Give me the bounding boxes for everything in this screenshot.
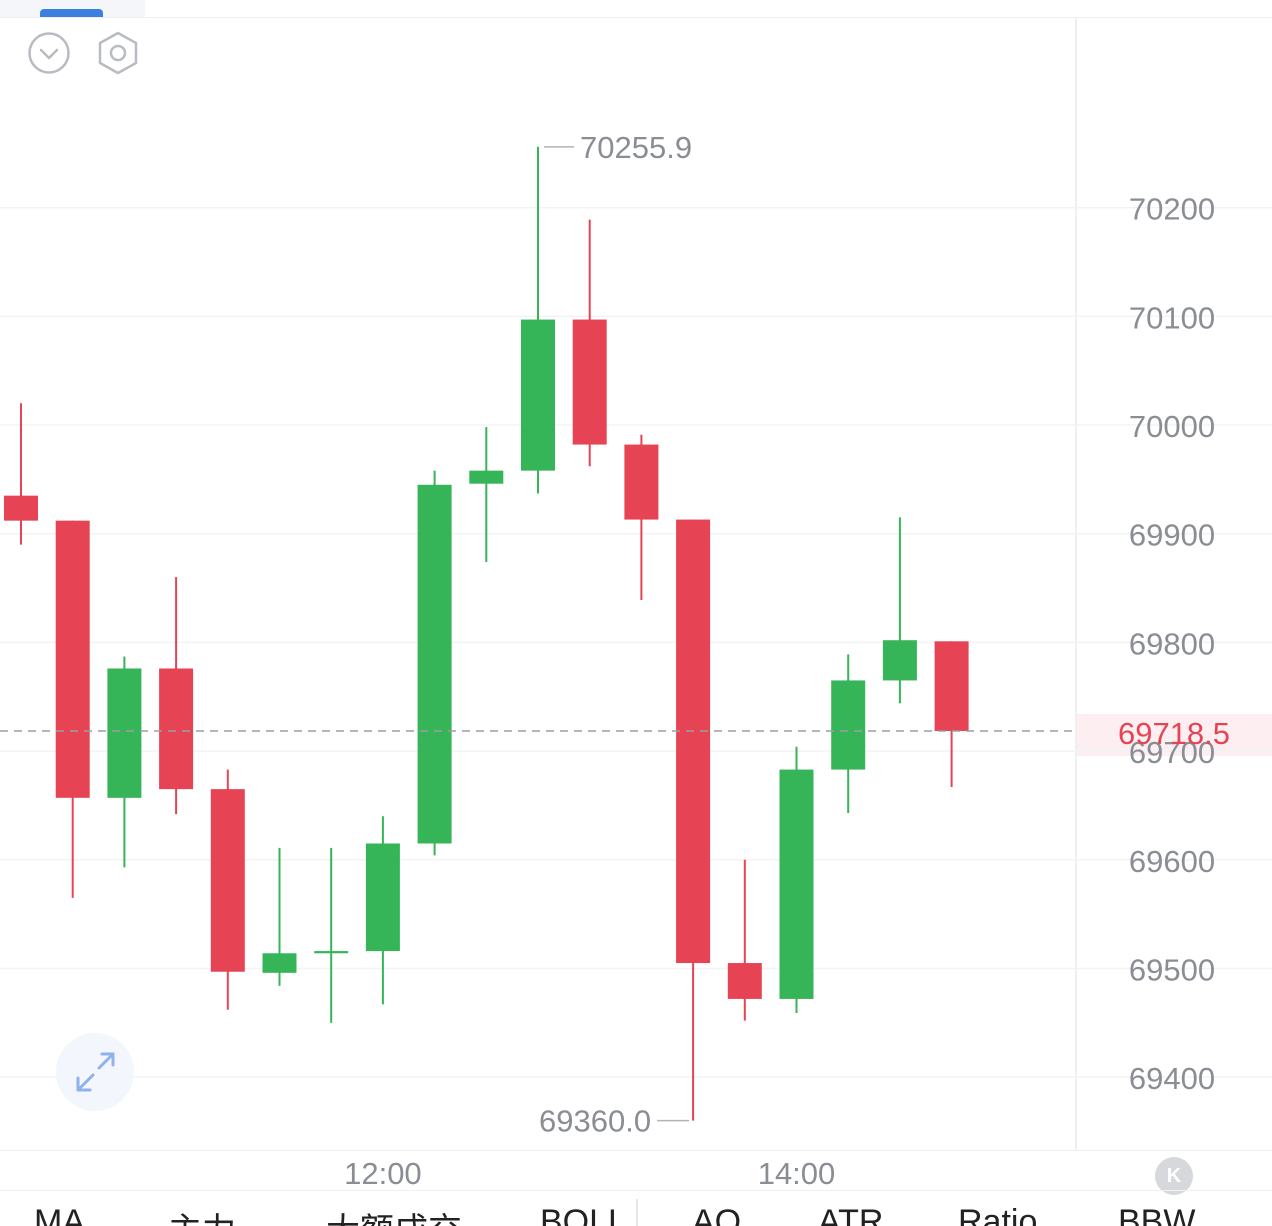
indicator-divider [636,1199,638,1226]
low-price-label: 69360.0 [539,1104,651,1139]
candle-body[interactable] [365,843,400,952]
top-tab-bar [0,0,1272,18]
candle-body[interactable] [934,641,969,731]
candle-body[interactable] [417,484,452,844]
indicator-bbw[interactable]: BBW [1118,1203,1196,1226]
indicator-ao[interactable]: AO [692,1203,742,1226]
active-tab-indicator [40,9,103,17]
chevron-down-circle-icon[interactable] [27,31,71,80]
candle-body[interactable] [262,953,297,973]
expand-button[interactable] [56,1033,134,1111]
candle-body[interactable] [107,668,142,798]
high-price-label: 70255.9 [580,130,692,165]
y-tick-label: 69500 [1129,952,1215,987]
candle-body[interactable] [521,319,555,471]
y-tick-label: 70100 [1129,300,1215,335]
candle-body[interactable] [314,951,349,954]
candle-body[interactable] [469,470,504,484]
hexagon-settings-icon[interactable] [96,30,140,81]
x-tick-label: 14:00 [757,1156,836,1191]
candle-body[interactable] [624,444,659,520]
y-tick-label: 70000 [1129,409,1215,444]
candle-body[interactable] [882,640,917,681]
candle-body[interactable] [159,668,194,790]
indicator-boll[interactable]: BOLL [540,1203,627,1226]
y-tick-label: 69800 [1129,626,1215,661]
candle-body[interactable] [831,680,866,770]
indicator-large-trades[interactable]: 大额成交 [326,1203,462,1226]
indicator-main-force[interactable]: 主力 [168,1203,236,1226]
candle-body[interactable] [676,519,711,964]
indicator-ma[interactable]: MA [34,1203,85,1226]
candle-body[interactable] [779,769,814,999]
candlestick-chart[interactable]: 70200 70100 70000 69900 69800 69700 69600 69500… [0,0,1272,1150]
candle-body[interactable] [55,520,90,798]
last-price-tag-bg [1076,714,1272,756]
indicator-atr[interactable]: ATR [818,1203,884,1226]
active-tab-segment[interactable] [0,0,145,17]
y-tick-label: 69600 [1129,844,1215,879]
indicator-bar: MA 主力 大额成交 BOLL AO ATR Ratio BBW [0,1190,1272,1226]
candle-body[interactable] [727,963,762,999]
k-icon[interactable]: K [1155,1157,1193,1195]
y-tick-label: 69900 [1129,518,1215,553]
y-tick-label: 69400 [1129,1061,1215,1096]
y-tick-label: 70200 [1129,192,1215,227]
last-price-label: 69718.5 [1118,716,1230,751]
expand-arrows-icon [76,1052,115,1092]
x-tick-label: 12:00 [344,1156,422,1191]
indicator-ratio[interactable]: Ratio [958,1203,1038,1226]
candle-body[interactable] [572,319,607,445]
y-tick-label: 69700 [1129,735,1215,770]
candle-body[interactable] [4,495,38,521]
candle-body[interactable] [210,789,245,972]
time-axis: 12:00 14:00 [0,1150,1272,1191]
